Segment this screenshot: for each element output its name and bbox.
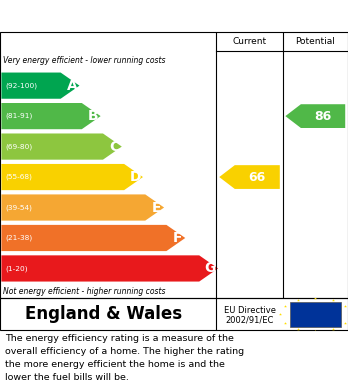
Text: England & Wales: England & Wales: [25, 305, 182, 323]
Polygon shape: [1, 73, 79, 99]
Text: EU Directive: EU Directive: [223, 306, 276, 315]
Text: Very energy efficient - lower running costs: Very energy efficient - lower running co…: [3, 56, 165, 65]
Text: B: B: [88, 109, 98, 123]
Polygon shape: [285, 104, 345, 128]
Polygon shape: [1, 133, 122, 160]
Text: D: D: [129, 170, 141, 184]
Text: (92-100): (92-100): [6, 83, 38, 89]
Polygon shape: [219, 165, 280, 189]
Polygon shape: [1, 194, 164, 221]
Text: (81-91): (81-91): [6, 113, 33, 119]
Text: E: E: [152, 201, 161, 215]
Text: (55-68): (55-68): [6, 174, 33, 180]
Text: (39-54): (39-54): [6, 204, 33, 211]
Text: Energy Efficiency Rating: Energy Efficiency Rating: [10, 9, 232, 23]
Bar: [290, 302, 341, 326]
Text: F: F: [173, 231, 182, 245]
Text: 86: 86: [315, 109, 332, 123]
Polygon shape: [1, 103, 101, 129]
Text: (69-80): (69-80): [6, 143, 33, 150]
Text: Current: Current: [232, 37, 267, 46]
Text: G: G: [205, 262, 216, 275]
Text: A: A: [66, 79, 77, 93]
Text: (1-20): (1-20): [6, 265, 28, 272]
Text: 66: 66: [249, 170, 266, 183]
Text: Not energy efficient - higher running costs: Not energy efficient - higher running co…: [3, 287, 165, 296]
Text: (21-38): (21-38): [6, 235, 33, 241]
Polygon shape: [1, 164, 143, 190]
Text: C: C: [109, 140, 119, 154]
Text: The energy efficiency rating is a measure of the
overall efficiency of a home. T: The energy efficiency rating is a measur…: [5, 334, 244, 382]
Text: Potential: Potential: [295, 37, 335, 46]
Text: 2002/91/EC: 2002/91/EC: [225, 316, 274, 325]
Polygon shape: [1, 225, 185, 251]
Polygon shape: [1, 255, 218, 282]
